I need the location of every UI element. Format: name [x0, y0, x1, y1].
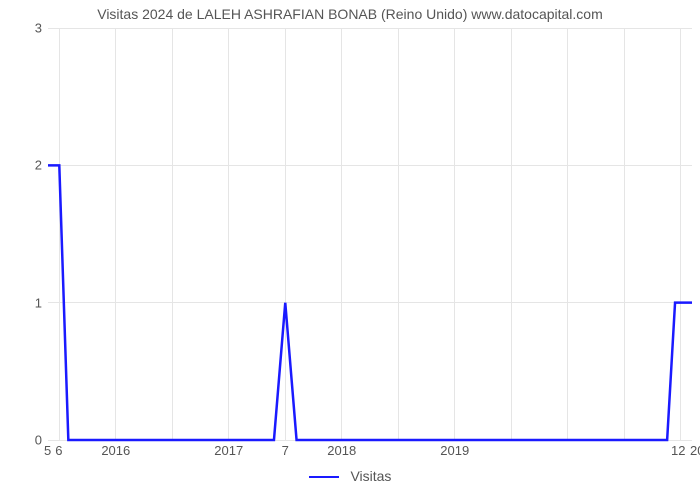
legend-swatch	[309, 476, 339, 478]
y-tick-label: 3	[35, 21, 48, 36]
x-extra-label: 5	[44, 440, 51, 458]
chart-title: Visitas 2024 de LALEH ASHRAFIAN BONAB (R…	[0, 6, 700, 22]
line-series	[48, 28, 692, 440]
x-extra-label: 12	[671, 440, 685, 458]
y-tick-label: 1	[35, 295, 48, 310]
x-extra-label: 202	[690, 440, 700, 458]
plot-area: 0123201620172018201956712202	[48, 28, 692, 440]
x-tick-label: 2016	[101, 440, 130, 458]
x-tick-label: 2017	[214, 440, 243, 458]
legend-label: Visitas	[350, 468, 391, 484]
x-tick-label: 2018	[327, 440, 356, 458]
x-tick-label: 2019	[440, 440, 469, 458]
x-extra-label: 7	[282, 440, 289, 458]
x-extra-label: 6	[55, 440, 62, 458]
y-tick-label: 2	[35, 158, 48, 173]
legend: Visitas	[0, 468, 700, 484]
